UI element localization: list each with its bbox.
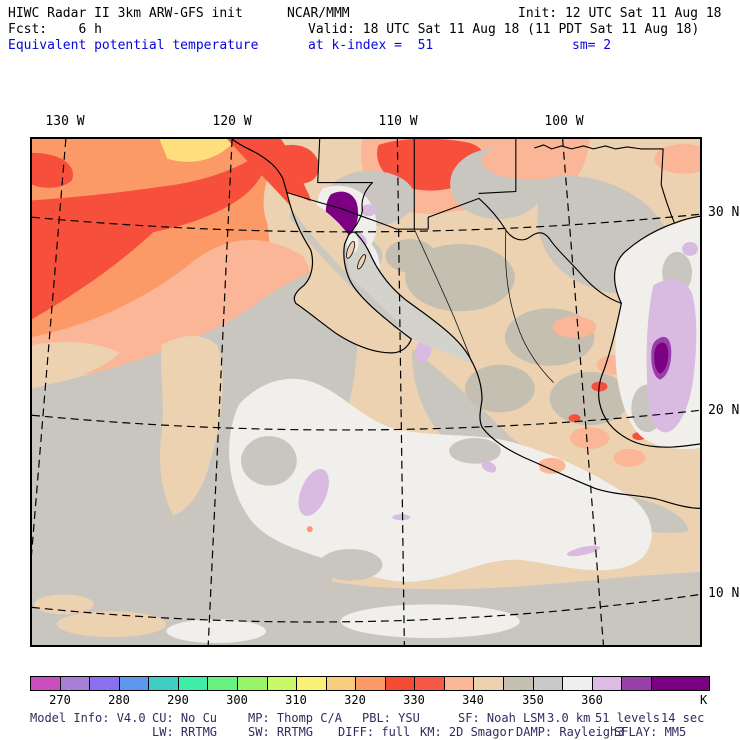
parallel-20n — [32, 409, 700, 431]
model-info-item: DIFF: full — [338, 725, 411, 739]
border-rio-grande — [478, 197, 622, 304]
colorbar-tick-label: 300 — [226, 693, 248, 707]
level-label: at k-index = 51 — [308, 38, 434, 53]
coastlines — [231, 139, 700, 509]
mexico-interior-field — [385, 239, 662, 475]
colorbar-segment — [119, 677, 150, 690]
lon-label: 130 W — [45, 114, 85, 129]
model-info-item: KM: 2D Smagor — [420, 725, 514, 739]
island-tiburon — [346, 241, 356, 259]
border-us-mexico-west — [286, 191, 480, 230]
border-new-mexico-texas — [478, 139, 517, 195]
colorbar — [30, 676, 710, 691]
meridian-100w — [562, 139, 605, 645]
model-info-item: Model Info: V4.0 — [30, 711, 146, 725]
colorbar-segment — [651, 677, 709, 690]
coast-pacific-baja — [231, 139, 412, 354]
colorbar-segment — [31, 677, 61, 690]
mexican-state-borders — [413, 228, 554, 383]
sw-us-field — [361, 139, 700, 294]
colorbar-segment — [60, 677, 91, 690]
forecast-hour-label: Fcst: 6 h — [8, 22, 102, 37]
colorbar-unit-label: K — [700, 693, 708, 707]
colorbar-segment — [356, 677, 386, 690]
model-info-item: LW: RRTMG — [152, 725, 218, 739]
model-info-item: SFLAY: MM5 — [614, 725, 687, 739]
model-info-item: 3.0 km — [547, 711, 591, 725]
colorbar-tick-label: 320 — [344, 693, 366, 707]
colorbar-tick-label: 280 — [108, 693, 130, 707]
field-name-label: Equivalent potential temperature — [8, 38, 259, 53]
meridian-120w — [207, 139, 233, 645]
model-info-item: MP: Thomp C/A — [248, 711, 342, 725]
valid-time-label: Valid: 18 UTC Sat 11 Aug 18 (11 PDT Sat … — [308, 22, 700, 37]
model-info-item: PBL: YSU — [362, 711, 420, 725]
gulf-of-mexico-field — [614, 216, 700, 450]
parallel-30n — [32, 213, 700, 233]
smoothing-label: sm= 2 — [572, 38, 612, 53]
colorbar-segment — [237, 677, 268, 690]
coast-mainland-pacific — [347, 231, 700, 509]
colorbar-segment — [444, 677, 475, 690]
gulf-theta-e-max-core — [654, 342, 669, 374]
border-texas-oklahoma-louisiana — [534, 144, 675, 223]
meridian-130w — [32, 139, 67, 556]
colorbar-segment — [533, 677, 564, 690]
lon-label: 100 W — [544, 114, 584, 129]
colorbar-segment — [326, 677, 357, 690]
colorbar-segment — [208, 677, 238, 690]
graticule — [32, 139, 700, 645]
model-info-item: 51 levels — [595, 711, 661, 725]
colorbar-segment — [563, 677, 593, 690]
colorbar-tick-label: 290 — [167, 693, 189, 707]
colorbar-segment — [149, 677, 179, 690]
political-borders — [286, 139, 675, 304]
island-angel — [357, 254, 366, 270]
colorbar-tick-label: 330 — [403, 693, 425, 707]
colorbar-segment — [592, 677, 623, 690]
colorbar-tick-label: 360 — [581, 693, 603, 707]
colorbar-tick-label: 350 — [522, 693, 544, 707]
gulf-theta-e-max-lavender — [646, 279, 697, 433]
model-info-item: CU: No Cu — [152, 711, 218, 725]
lat-label: 10 N — [708, 586, 740, 601]
colorbar-segment — [504, 677, 534, 690]
pacific-warm-plume — [32, 139, 319, 379]
border-california-arizona — [317, 139, 374, 236]
init-time-label: Init: 12 UTC Sat 11 Aug 18 — [518, 6, 722, 21]
colorbar-segment — [415, 677, 445, 690]
plot-title: HIWC Radar II 3km ARW-GFS init — [8, 6, 243, 21]
parallel-10n — [32, 593, 700, 623]
colorbar-tick-label: 270 — [49, 693, 71, 707]
lat-label: 30 N — [708, 205, 740, 220]
model-info-item: SF: Noah LSM — [458, 711, 545, 725]
theta-e-contour-map — [32, 139, 700, 645]
colorbar-segment — [267, 677, 298, 690]
colorbar-segment — [385, 677, 416, 690]
lon-label: 110 W — [378, 114, 418, 129]
model-info-item: SW: RRTMG — [248, 725, 314, 739]
colorbar-tick-label: 310 — [285, 693, 307, 707]
lon-label: 120 W — [212, 114, 252, 129]
colorbar-segment — [474, 677, 504, 690]
model-info-item: DAMP: Rayleigh3 — [516, 725, 625, 739]
lat-label: 20 N — [708, 403, 740, 418]
colorbar-segment — [90, 677, 120, 690]
colorbar-tick-label: 340 — [462, 693, 484, 707]
model-info-item: 14 sec — [661, 711, 705, 725]
coast-texas-gulf — [613, 215, 700, 304]
colorbar-segment — [622, 677, 652, 690]
coast-mexico-gulf — [598, 302, 700, 448]
colorbar-segment — [297, 677, 327, 690]
colorbar-segment — [178, 677, 209, 690]
org-label: NCAR/MMM — [287, 6, 350, 21]
meridian-110w — [396, 139, 405, 645]
map-panel — [30, 137, 702, 647]
